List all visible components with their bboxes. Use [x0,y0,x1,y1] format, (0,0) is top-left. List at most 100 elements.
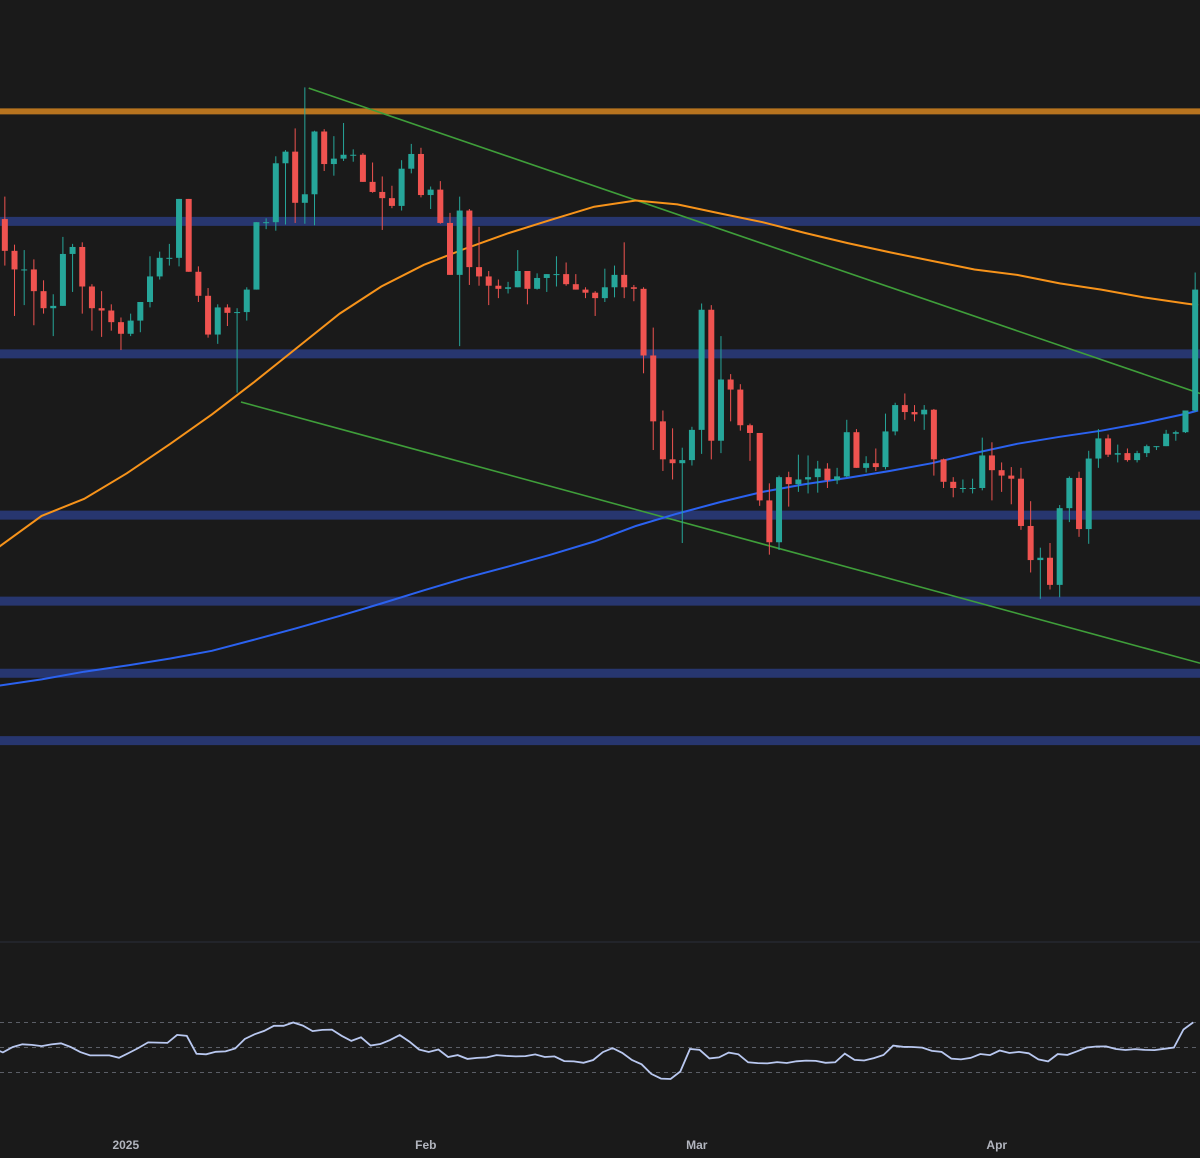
candle-body [882,431,889,468]
candle [843,419,850,478]
candle-body [21,269,28,271]
candle-body [698,309,705,430]
channel-lower-line [240,401,1200,664]
candle-body [195,271,202,296]
candle-body [369,181,376,192]
candle-body [766,500,773,543]
candle [195,266,202,302]
candle-body [1105,438,1112,455]
candle [350,149,357,162]
candle-body [863,463,870,468]
candle [892,402,899,436]
candle [1017,467,1024,530]
candle-body [88,286,95,309]
candle-body [969,488,976,489]
candle-body [901,405,908,413]
candle [330,136,337,176]
candle [369,162,376,193]
candle-body [1017,478,1024,526]
falling-channel [240,87,1200,664]
candle [572,274,579,290]
candle-body [1114,453,1121,455]
candle [785,471,792,507]
candle-body [1008,475,1015,479]
candle-body [408,153,415,169]
candle [282,150,289,225]
candle [766,483,773,555]
candle-body [534,277,541,289]
candle [98,291,105,337]
candle [127,313,134,337]
candle [398,160,405,211]
candle [1027,501,1034,573]
candle [311,130,318,226]
candle-body [756,432,763,501]
candle [388,185,395,209]
candlesticks [1,87,1199,599]
candle-body [727,379,734,390]
candle-body [688,429,695,461]
candle [582,287,589,299]
candle [117,317,124,351]
candle-body [388,198,395,206]
candle [747,423,753,461]
candle-body [514,271,521,288]
candle [901,393,908,420]
candle-body [1134,453,1141,461]
candle [979,437,986,491]
time-axis-label: Mar [686,1138,708,1152]
candle-body [485,276,492,286]
candle [214,304,221,344]
candle-body [979,455,986,488]
candle [59,236,66,306]
candle-body [717,379,724,441]
candle-body [1027,525,1034,561]
candle [417,147,424,198]
candle [543,274,550,292]
candle [679,447,686,544]
candle [79,242,86,314]
candle [137,302,144,333]
candle [727,374,734,422]
candle [253,222,260,290]
candle [611,265,618,298]
candle-body [1037,557,1044,561]
channel-upper-line [308,87,1200,395]
candle-body [359,154,366,182]
candle [147,256,153,308]
candle-body [176,198,183,258]
candle [292,128,299,223]
candle-body [466,210,473,268]
candle [234,308,241,393]
candle [795,454,802,492]
candle-body [1192,289,1199,411]
candle-body [621,274,628,288]
candle-body [959,488,966,489]
candle-body [321,131,328,165]
candle [1085,450,1092,544]
candle-body [563,274,570,285]
candle-body [659,421,666,460]
candle [272,156,279,231]
candle [1192,272,1199,413]
candle [872,448,879,471]
candle [1153,446,1160,451]
candle [224,304,231,327]
candle [921,405,928,430]
candle-body [640,288,647,356]
candle [156,251,163,280]
candle [669,428,676,480]
candle [1056,505,1063,598]
candle-body [785,477,792,485]
candle-body [582,289,589,293]
candle-body [1153,446,1160,448]
time-axis-label: Feb [415,1138,437,1152]
candle [379,176,386,230]
candle-body [398,168,405,206]
candle [756,432,763,506]
rsi-pane [0,1021,1200,1080]
candle-body [98,308,105,311]
candle [456,196,463,347]
